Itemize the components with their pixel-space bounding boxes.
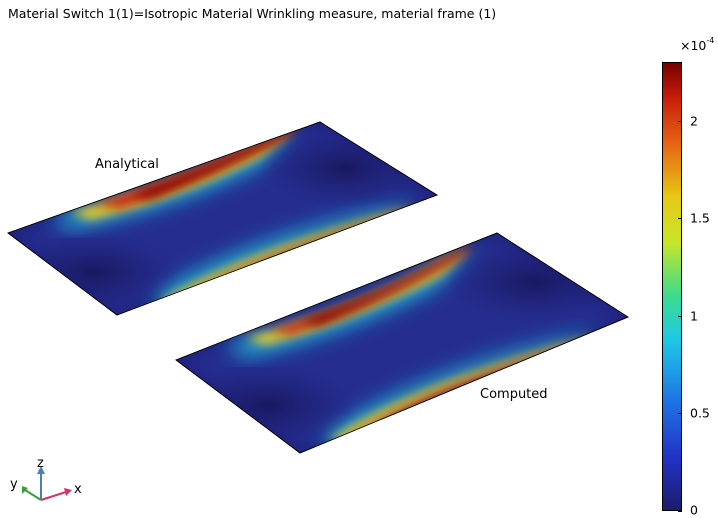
x-axis-arrow-icon [64,488,72,496]
analytical-label: Analytical [95,157,159,172]
y-axis-label: y [10,477,18,492]
colorbar-tick-label: 1 [690,308,698,324]
colorbar-tick-mark [678,413,682,415]
colorbar-tick-mark [678,511,682,512]
plot-title: Material Switch 1(1)=Isotropic Material … [8,6,497,21]
colorbar-tick-mark [678,120,682,122]
colorbar-tick-mark [678,315,682,317]
z-axis-label: z [37,456,44,471]
colorbar-tick-label: 2 [690,113,698,129]
axes-triad: z x y [10,456,82,501]
colorbar-tick-label: 1.5 [690,210,710,226]
z-axis-arrow-icon [37,466,45,474]
colorbar [662,62,682,511]
colorbar-tick-label: 0.5 [690,405,710,421]
colorbar-multiplier: ×10-4 [680,36,715,54]
x-axis-label: x [74,482,82,497]
colorbar-tick-label: 0 [690,502,698,518]
colorbar-tick-mark [678,218,682,220]
y-axis-arrow-icon [22,486,28,494]
computed-label: Computed [480,387,548,402]
